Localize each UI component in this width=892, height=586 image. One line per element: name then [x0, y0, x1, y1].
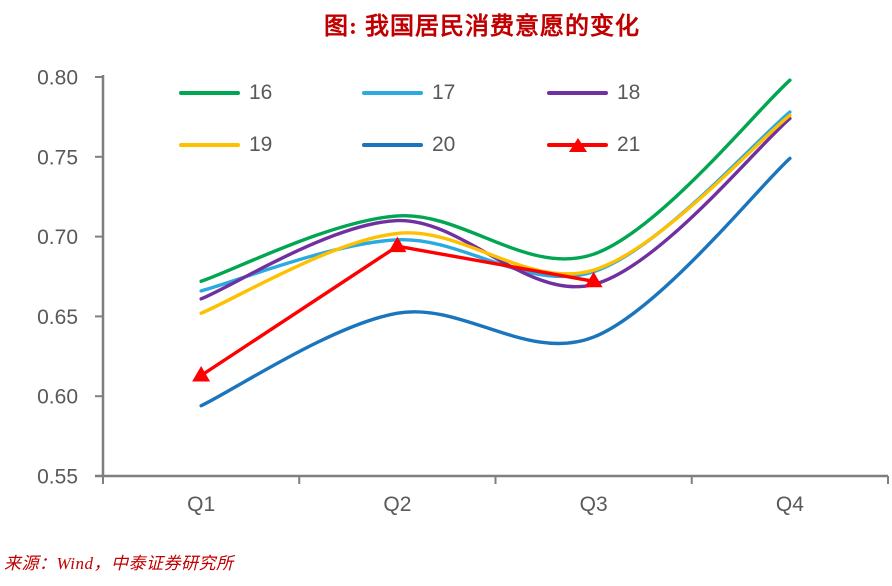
series-line-20 [199, 156, 792, 408]
y-tick-label: 0.80 [37, 67, 78, 90]
chart-legend: 16 17 18 19 20 21 [179, 81, 717, 156]
source-note: 来源：Wind，中泰证券研究所 [4, 554, 234, 573]
triangle-marker [584, 271, 603, 288]
series-line-16 [199, 78, 792, 283]
legend-line-swatch [362, 90, 423, 95]
x-label-Q1: Q1 [187, 493, 215, 516]
chart-title: 图: 我国居民消费意愿的变化 [324, 14, 640, 40]
legend-line-swatch [179, 142, 240, 147]
x-label-Q2: Q2 [383, 493, 411, 516]
y-tick-label: 0.70 [37, 226, 78, 249]
y-tick-label: 0.60 [37, 386, 78, 409]
series-line-21 [199, 244, 596, 378]
triangle-marker [192, 365, 211, 382]
legend-item-21: 21 [547, 133, 717, 156]
legend-item-20: 20 [362, 133, 547, 156]
legend-line-swatch [547, 90, 608, 95]
legend-item-16: 16 [179, 81, 362, 104]
legend-label: 19 [249, 132, 273, 156]
legend-line-swatch [362, 142, 423, 147]
y-tick-label: 0.55 [37, 466, 78, 489]
legend-label: 21 [617, 132, 641, 156]
legend-label: 16 [249, 80, 273, 104]
legend-line-swatch [179, 90, 240, 95]
legend-label: 18 [617, 80, 641, 104]
legend-item-18: 18 [547, 81, 717, 104]
x-label-Q3: Q3 [580, 493, 608, 516]
series-line-19 [199, 113, 792, 315]
legend-label: 20 [432, 132, 456, 156]
legend-triangle-icon [568, 137, 587, 152]
triangle-marker [388, 236, 407, 253]
legend-item-19: 19 [179, 133, 362, 156]
y-tick-label: 0.65 [37, 306, 78, 329]
y-tick-label: 0.75 [37, 146, 78, 169]
legend-line-swatch [547, 137, 608, 152]
legend-item-17: 17 [362, 81, 547, 104]
legend-label: 17 [432, 80, 456, 104]
x-label-Q4: Q4 [776, 493, 804, 516]
